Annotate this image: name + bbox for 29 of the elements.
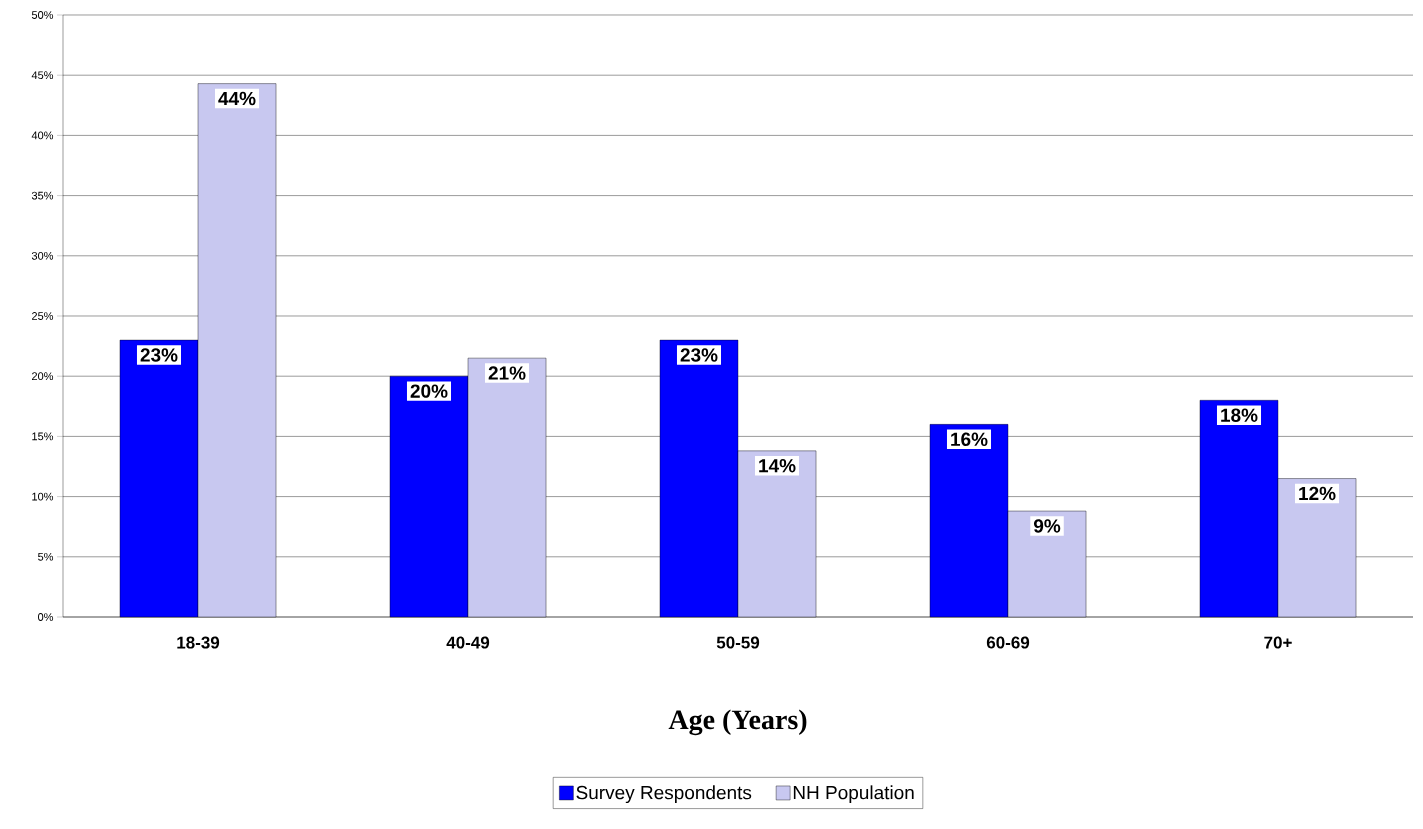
y-tick-label: 20%: [32, 372, 54, 381]
y-tick-label: 35%: [31, 191, 54, 200]
y-tick-label: 30%: [31, 251, 54, 260]
y-tick-label: 15%: [32, 432, 54, 441]
legend-label: NH Population: [793, 785, 914, 804]
y-tick-label: 25%: [32, 312, 54, 320]
y-tick-label: 40%: [31, 131, 54, 140]
data-label: 20%: [410, 384, 448, 398]
data-label: 21%: [488, 366, 526, 380]
x-tick-label: 50-59: [716, 636, 760, 649]
data-label: 14%: [759, 459, 796, 473]
data-label: 16%: [951, 432, 988, 447]
y-tick-label: 0%: [38, 613, 54, 621]
data-label: 23%: [140, 348, 178, 362]
y-tick-label: 50%: [31, 11, 54, 19]
y-tick-label: 45%: [31, 71, 54, 80]
y-tick-label: 10%: [32, 492, 54, 501]
data-label: 23%: [680, 348, 718, 362]
data-label: 18%: [1221, 408, 1258, 422]
y-tick-label: 5%: [38, 552, 54, 561]
data-label: 12%: [1299, 486, 1336, 501]
data-label: 44%: [218, 91, 256, 106]
x-axis-title: Age (Years): [668, 709, 807, 736]
x-tick-label: 18-39: [177, 636, 220, 649]
x-tick-label: 70+: [1264, 636, 1292, 649]
data-label: 9%: [1033, 519, 1061, 533]
x-tick-label: 40-49: [446, 636, 490, 649]
legend-label: Survey Respondents: [576, 785, 752, 804]
x-tick-label: 60-69: [986, 636, 1030, 649]
